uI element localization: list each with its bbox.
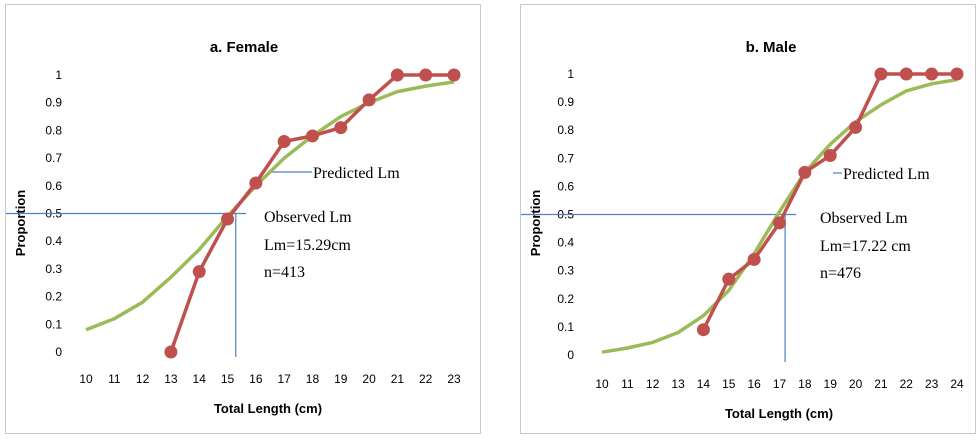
female-observed-point <box>390 68 404 82</box>
male-observed-point <box>747 252 761 266</box>
male-x-tick-label: 19 <box>824 377 838 391</box>
female-y-tick-label: 0.3 <box>45 262 62 276</box>
female-y-axis-label: Proportion <box>13 190 28 256</box>
male-y-tick-label: 0.2 <box>557 292 574 306</box>
male-observed-point <box>798 165 812 179</box>
female-observed-point <box>305 129 319 143</box>
female-observed-lm-label: Observed Lm <box>264 209 352 226</box>
female-chart-title: a. Female <box>210 39 278 56</box>
female-y-tick-label: 0.4 <box>45 234 62 248</box>
male-x-tick-label: 16 <box>747 377 761 391</box>
male-observed-point <box>950 67 964 81</box>
female-predicted-lm-label: Predicted Lm <box>313 165 400 182</box>
female-x-tick-label: 13 <box>164 372 178 386</box>
male-y-tick-label: 0.4 <box>557 236 574 250</box>
male-predicted-line <box>601 77 958 354</box>
male-lm-value-label: Lm=17.22 cm <box>820 238 911 255</box>
male-observed-point <box>925 67 939 81</box>
female-x-axis-label: Total Length (cm) <box>214 401 322 416</box>
female-lm-value-label: Lm=15.29cm <box>264 237 351 254</box>
male-y-tick-label: 0.7 <box>557 151 574 165</box>
female-sample-size-label: n=413 <box>264 264 305 281</box>
male-x-tick-label: 24 <box>950 377 964 391</box>
female-y-tick-label: 0.6 <box>45 179 62 193</box>
female-x-tick-label: 14 <box>193 372 207 386</box>
male-observed-lm-label: Observed Lm <box>820 210 908 227</box>
male-x-tick-label: 14 <box>697 377 711 391</box>
male-x-tick-label: 21 <box>874 377 888 391</box>
female-x-tick-label: 10 <box>79 372 93 386</box>
male-x-tick-label: 17 <box>773 377 787 391</box>
female-x-tick-label: 19 <box>334 372 348 386</box>
male-x-tick-label: 23 <box>925 377 939 391</box>
female-observed-point <box>192 265 206 279</box>
male-x-tick-label: 22 <box>900 377 914 391</box>
male-x-tick-label: 10 <box>595 377 609 391</box>
male-y-axis-label: Proportion <box>528 190 543 256</box>
male-y-tick-label: 0.1 <box>557 320 574 334</box>
male-observed-point <box>874 67 888 81</box>
female-observed-point <box>362 93 376 107</box>
female-observed-point <box>419 68 433 82</box>
female-observed-point <box>249 176 263 190</box>
female-observed-point <box>164 345 178 359</box>
male-chart-panel: b. Male Proportion Total Length (cm) 0 0.… <box>520 4 976 434</box>
female-observed-point <box>221 212 235 226</box>
female-x-tick-label: 21 <box>391 372 405 386</box>
male-chart: b. Male Proportion Total Length (cm) 0 0.… <box>521 39 964 421</box>
female-x-tick-label: 22 <box>419 372 433 386</box>
female-x-tick-label: 11 <box>108 372 121 386</box>
female-y-tick-label: 0.1 <box>45 317 62 331</box>
female-y-tick-label: 0.2 <box>45 290 62 304</box>
female-predicted-line <box>85 80 455 332</box>
male-observed-point <box>773 216 786 230</box>
female-y-tick-label: 1 <box>55 68 62 82</box>
male-observed-point <box>696 323 710 337</box>
male-observed-line <box>701 72 957 331</box>
female-observed-point <box>277 134 291 148</box>
male-x-tick-label: 12 <box>646 377 660 391</box>
male-y-tick-label: 1 <box>567 67 574 81</box>
male-observed-point <box>849 120 863 134</box>
female-chart: a. Female Proportion Total Length (cm) 0… <box>6 39 461 416</box>
male-observed-point <box>722 272 736 286</box>
female-observed-point <box>447 68 461 82</box>
female-y-tick-label: 0.8 <box>45 123 62 137</box>
male-chart-title: b. Male <box>746 39 797 56</box>
male-x-tick-label: 11 <box>621 377 634 391</box>
male-observed-point <box>823 148 837 162</box>
male-x-tick-label: 15 <box>722 377 736 391</box>
female-x-tick-label: 16 <box>249 372 263 386</box>
male-observed-point <box>899 67 913 81</box>
male-x-tick-label: 13 <box>671 377 685 391</box>
male-x-tick-label: 20 <box>849 377 863 391</box>
male-y-tick-label: 0.3 <box>557 264 574 278</box>
male-sample-size-label: n=476 <box>820 265 861 282</box>
male-y-tick-label: 0.9 <box>557 95 574 109</box>
female-y-tick-label: 0 <box>55 345 62 359</box>
male-y-tick-label: 0 <box>567 348 574 362</box>
male-x-axis-label: Total Length (cm) <box>725 406 833 421</box>
male-y-tick-label: 0.6 <box>557 179 574 193</box>
female-x-tick-label: 23 <box>447 372 461 386</box>
female-x-tick-label: 20 <box>362 372 376 386</box>
female-chart-panel: a. Female Proportion Total Length (cm) 0… <box>5 4 481 434</box>
female-x-tick-label: 17 <box>277 372 291 386</box>
male-x-tick-label: 18 <box>798 377 812 391</box>
female-y-tick-label: 0.9 <box>45 96 62 110</box>
male-y-tick-label: 0.8 <box>557 123 574 137</box>
female-x-tick-label: 18 <box>306 372 320 386</box>
female-x-tick-label: 12 <box>136 372 150 386</box>
female-x-tick-label: 15 <box>221 372 235 386</box>
male-predicted-lm-label: Predicted Lm <box>843 166 930 183</box>
female-y-tick-label: 0.7 <box>45 151 62 165</box>
female-observed-point <box>334 121 348 135</box>
